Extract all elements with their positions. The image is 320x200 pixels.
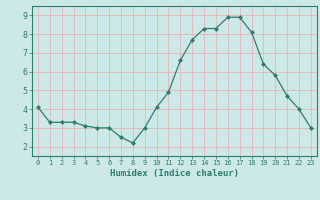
- X-axis label: Humidex (Indice chaleur): Humidex (Indice chaleur): [110, 169, 239, 178]
